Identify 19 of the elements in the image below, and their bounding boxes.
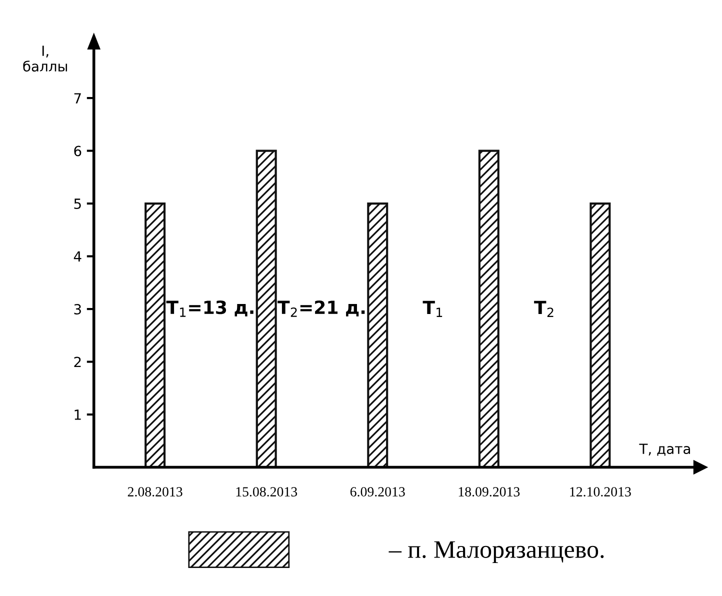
y-tick-label: 2: [74, 356, 81, 368]
y-tick-label: 3: [74, 304, 81, 314]
y-tick-label: 4: [74, 251, 82, 262]
x-tick-label: 6.09.2013: [350, 487, 405, 497]
annotation: Т$_{2}$: [534, 300, 554, 317]
x-axis-title: Т, дата: [639, 444, 690, 456]
y-tick-label: 7: [74, 93, 81, 104]
annotation: Т$_{1}$: [422, 300, 442, 317]
x-tick-label: 15.08.2013: [236, 487, 298, 497]
y-tick-label: 6: [74, 146, 82, 156]
y-axis-title: I, баллы: [23, 46, 67, 72]
annotation: Т$_{2}$=21 д.: [278, 300, 365, 317]
text: – п. Малорязанцево.: [388, 541, 604, 564]
y-tick-label: 1: [74, 410, 81, 420]
annotation: Т$_{1}$=13 д.: [166, 300, 254, 317]
x-tick-label: 12.10.2013: [570, 487, 631, 497]
x-tick-label: 18.09.2013: [458, 487, 520, 497]
y-tick-label: 5: [74, 198, 81, 210]
x-tick-label: 2.08.2013: [128, 487, 182, 497]
